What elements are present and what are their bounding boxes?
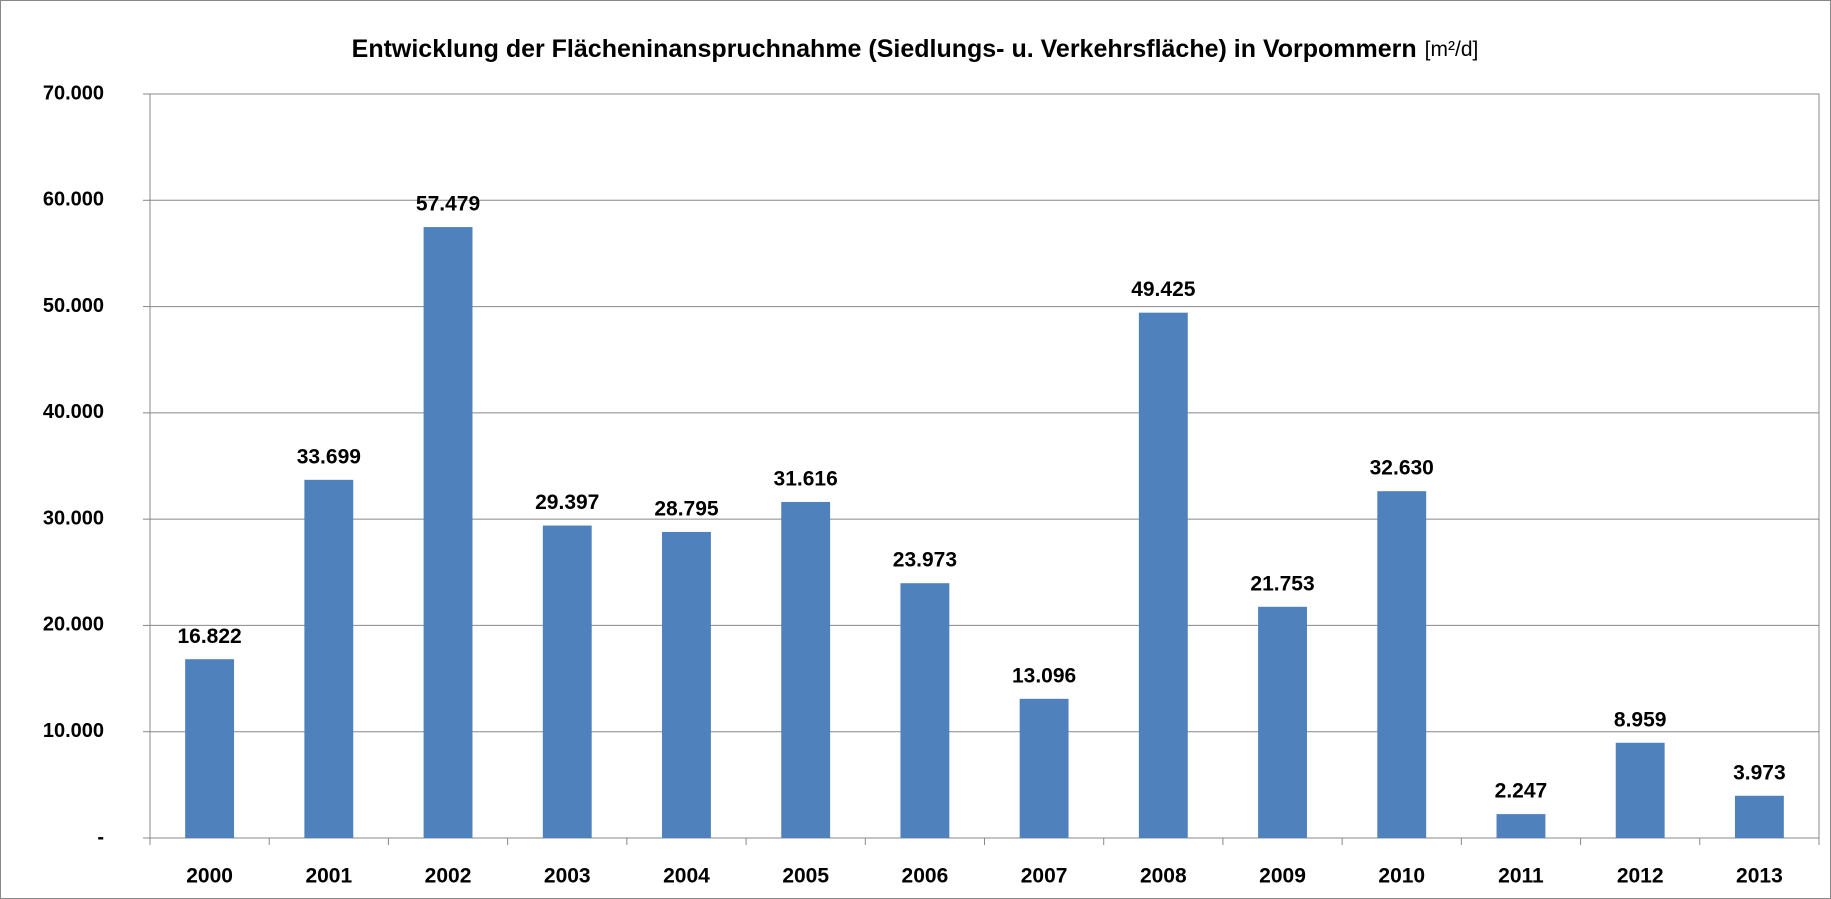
- title-unit: [m²/d]: [1425, 38, 1479, 61]
- value-label: 49.425: [1131, 278, 1196, 301]
- title-text: Entwicklung der Flächeninanspruchnahme (…: [352, 35, 1417, 63]
- bar: [1138, 312, 1188, 838]
- x-tick-label: 2003: [544, 865, 591, 888]
- bar: [1496, 814, 1546, 838]
- x-tick-label: 2008: [1140, 865, 1187, 888]
- x-tick-label: 2000: [186, 865, 233, 888]
- y-tick-label: 10.000: [43, 720, 104, 742]
- chart-title: Entwicklung der Flächeninanspruchnahme (…: [352, 35, 1479, 63]
- y-tick-label: 30.000: [43, 507, 104, 529]
- value-label: 28.795: [654, 497, 719, 520]
- bar: [185, 659, 235, 838]
- y-tick-label: 50.000: [43, 295, 104, 317]
- value-label: 33.699: [297, 445, 361, 468]
- x-tick-label: 2007: [1021, 865, 1068, 888]
- bar: [1615, 742, 1665, 838]
- bar: [662, 531, 711, 838]
- x-tick-label: 2010: [1378, 865, 1425, 888]
- value-label: 32.630: [1370, 457, 1434, 480]
- x-tick-label: 2004: [663, 865, 710, 888]
- bar: [304, 479, 354, 838]
- bar: [542, 525, 592, 838]
- bar: [1019, 698, 1069, 838]
- bar: [1734, 795, 1784, 838]
- value-label: 57.479: [416, 193, 480, 216]
- value-label: 8.959: [1614, 708, 1667, 731]
- bar: [1258, 606, 1307, 838]
- x-tick-label: 2005: [782, 865, 829, 888]
- bar: [781, 501, 831, 838]
- x-tick-label: 2009: [1259, 865, 1306, 888]
- value-label: 13.096: [1012, 664, 1076, 687]
- value-label: 23.973: [893, 549, 957, 572]
- x-tick-label: 2002: [425, 865, 472, 888]
- bar: [423, 227, 473, 839]
- bar: [1377, 491, 1427, 838]
- x-tick-label: 2012: [1617, 865, 1664, 888]
- y-tick-label: 70.000: [43, 82, 104, 104]
- value-label: 31.616: [774, 468, 838, 491]
- value-label: 21.753: [1250, 572, 1314, 595]
- x-tick-label: 2011: [1498, 865, 1544, 888]
- y-tick-label: 60.000: [43, 189, 104, 211]
- value-label: 29.397: [535, 491, 599, 514]
- x-tick-label: 2013: [1736, 865, 1783, 888]
- value-label: 2.247: [1495, 780, 1548, 803]
- value-label: 16.822: [177, 625, 241, 648]
- value-label: 3.973: [1733, 761, 1786, 784]
- x-tick-label: 2001: [305, 865, 352, 888]
- x-tick-label: 2006: [902, 865, 949, 888]
- bar: [900, 583, 950, 838]
- y-tick-label: 20.000: [43, 614, 104, 636]
- y-tick-label: 40.000: [43, 401, 104, 423]
- y-tick-label: -: [97, 826, 104, 848]
